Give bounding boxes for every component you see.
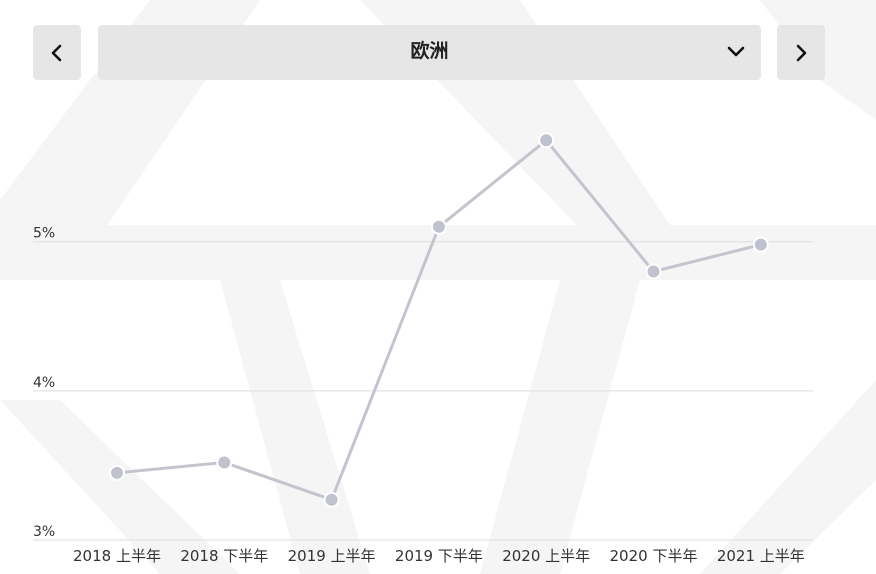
- x-tick-label: 2020 上半年: [502, 547, 590, 565]
- y-tick-label: 3%: [33, 524, 55, 540]
- next-button[interactable]: [777, 25, 825, 80]
- region-label: 欧洲: [410, 40, 449, 62]
- data-point: [430, 218, 447, 235]
- data-point: [109, 464, 125, 481]
- chevron-left-icon: [51, 44, 62, 61]
- y-tick-label: 4%: [33, 375, 55, 391]
- x-tick-label: 2019 下半年: [395, 547, 483, 565]
- region-dropdown[interactable]: 欧洲: [98, 25, 761, 80]
- data-point: [645, 263, 662, 280]
- data-point: [752, 236, 769, 253]
- data-point: [538, 132, 555, 149]
- data-point: [216, 454, 233, 471]
- x-tick-label: 2018 上半年: [73, 547, 161, 565]
- x-tick-label: 2019 上半年: [288, 547, 376, 565]
- x-tick-label: 2021 上半年: [717, 547, 805, 565]
- x-tick-label: 2020 下半年: [610, 547, 698, 565]
- x-tick-label: 2018 下半年: [180, 547, 268, 565]
- previous-button[interactable]: [33, 25, 81, 80]
- chevron-down-icon: [727, 46, 745, 57]
- data-point: [323, 491, 340, 508]
- series-line: [115, 138, 763, 502]
- y-tick-label: 5%: [33, 226, 55, 242]
- chevron-right-icon: [796, 44, 807, 61]
